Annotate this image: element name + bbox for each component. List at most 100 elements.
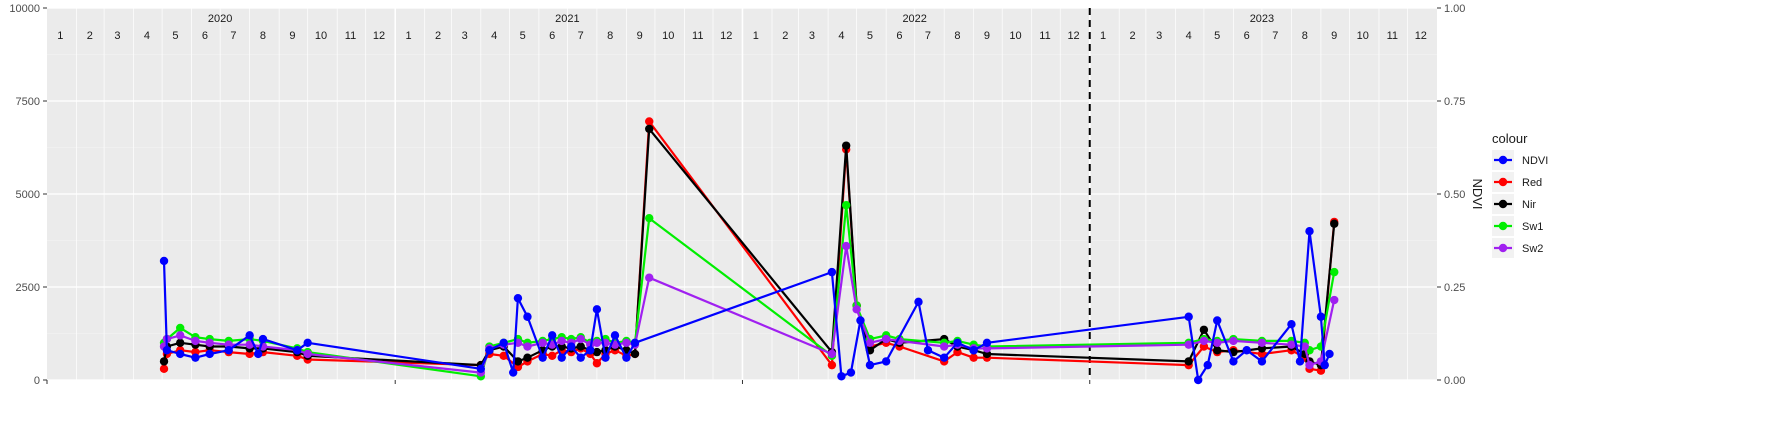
month-label: 3: [1156, 30, 1162, 42]
month-label: 10: [1009, 30, 1021, 42]
data-point-ndvi: [1229, 357, 1238, 366]
year-label: 2022: [902, 13, 926, 25]
data-point-ndvi: [485, 346, 494, 355]
legend-label: Red: [1522, 177, 1542, 189]
month-label: 1: [753, 30, 759, 42]
data-point-red: [592, 359, 602, 368]
data-point-nir: [1213, 346, 1222, 355]
data-point-ndvi: [224, 346, 233, 355]
data-point-ndvi: [846, 368, 856, 377]
data-point-ndvi: [592, 305, 602, 314]
legend-key-point-sw2: [1498, 243, 1508, 253]
data-point-sw2: [841, 241, 851, 251]
y2-tick-label: 0.75: [1444, 96, 1465, 108]
data-point-ndvi: [499, 338, 508, 347]
data-point-ndvi: [881, 357, 891, 366]
legend-label: Nir: [1522, 199, 1536, 211]
month-label: 12: [720, 30, 732, 42]
data-point-sw2: [1330, 295, 1339, 305]
data-point-ndvi: [939, 353, 949, 362]
month-label: 2: [1129, 30, 1135, 42]
month-label: 2: [435, 30, 441, 42]
data-point-red: [159, 364, 169, 374]
data-point-ndvi: [508, 368, 518, 377]
legend-label: Sw1: [1522, 221, 1543, 233]
year-label: 2023: [1250, 13, 1274, 25]
data-point-ndvi: [856, 316, 865, 325]
month-label: 4: [1186, 30, 1192, 42]
data-point-sw2: [1305, 360, 1314, 370]
data-point-ndvi: [567, 342, 576, 351]
data-point-sw2: [865, 338, 875, 347]
data-point-ndvi: [557, 353, 566, 362]
data-point-nir: [513, 357, 523, 366]
data-point-sw2: [191, 336, 200, 346]
data-point-ndvi: [827, 267, 837, 277]
legend-key-point-ndvi: [1498, 155, 1508, 165]
month-label: 10: [662, 30, 674, 42]
data-point-nir: [1199, 325, 1209, 334]
data-point-sw1: [175, 323, 185, 333]
month-label: 11: [1039, 30, 1050, 42]
data-point-ndvi: [175, 349, 185, 359]
data-point-ndvi: [476, 364, 486, 374]
legend-key-point-nir: [1498, 199, 1508, 209]
data-point-nir: [1184, 357, 1193, 366]
month-label: 5: [1214, 30, 1220, 42]
month-label: 6: [549, 30, 555, 42]
data-point-sw2: [205, 338, 214, 347]
month-label: 1: [57, 30, 63, 42]
data-point-red: [969, 353, 978, 362]
data-point-sw2: [1213, 338, 1222, 347]
data-point-ndvi: [162, 346, 172, 355]
month-label: 9: [984, 30, 990, 42]
data-point-sw2: [1229, 336, 1238, 346]
data-point-ndvi: [254, 349, 263, 359]
data-point-sw2: [645, 273, 654, 282]
month-label: 6: [896, 30, 902, 42]
data-point-sw2: [881, 334, 891, 344]
y2-tick-label: 1.00: [1444, 3, 1465, 15]
data-point-nir: [645, 124, 654, 134]
month-label: 3: [114, 30, 120, 42]
y-tick-label: 10000: [9, 3, 40, 15]
data-point-sw2: [1257, 338, 1267, 347]
month-label: 5: [520, 30, 526, 42]
data-point-sw2: [622, 338, 631, 347]
data-point-nir: [159, 357, 169, 366]
data-point-sw1: [841, 200, 851, 210]
data-point-red: [645, 117, 654, 126]
data-point-ndvi: [969, 346, 978, 355]
data-point-ndvi: [547, 331, 557, 340]
data-point-ndvi: [258, 334, 268, 344]
data-point-nir: [841, 141, 851, 150]
year-label: 2020: [208, 13, 232, 25]
data-point-sw2: [592, 338, 602, 347]
month-label: 7: [925, 30, 931, 42]
y2-tick-label: 0.00: [1444, 375, 1465, 387]
month-label: 6: [1244, 30, 1250, 42]
month-label: 8: [260, 30, 266, 42]
data-point-ndvi: [191, 353, 200, 362]
data-point-ndvi: [1203, 360, 1212, 370]
y2-axis-title: NDVI: [1470, 178, 1485, 209]
data-point-sw2: [523, 342, 532, 351]
data-point-ndvi: [303, 338, 312, 347]
data-point-ndvi: [523, 312, 532, 321]
legend-label: Sw2: [1522, 243, 1543, 255]
data-point-ndvi: [1295, 357, 1305, 366]
legend-label: NDVI: [1522, 155, 1548, 167]
data-point-red: [827, 360, 837, 370]
month-label: 11: [692, 30, 703, 42]
data-point-nir: [592, 347, 602, 357]
month-label: 12: [1067, 30, 1079, 42]
data-point-nir: [1330, 219, 1339, 228]
month-label: 12: [1415, 30, 1427, 42]
month-label: 2: [782, 30, 788, 42]
data-point-ndvi: [586, 346, 595, 355]
data-point-sw2: [538, 338, 547, 347]
data-point-nir: [523, 353, 532, 362]
y-tick-label: 7500: [16, 96, 40, 108]
